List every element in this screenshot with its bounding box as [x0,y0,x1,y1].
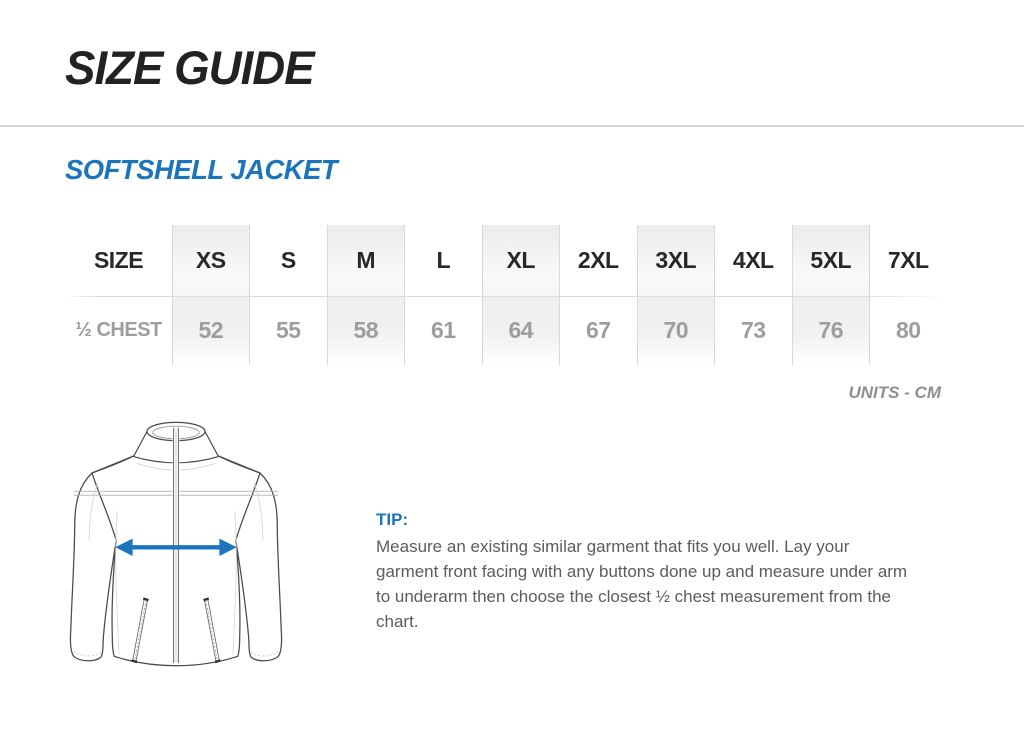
side-seams [115,511,237,655]
product-subtitle: SOFTSHELL JACKET [65,154,338,185]
chest-value-7xl: 80 [895,317,921,343]
jacket-illustration [66,410,286,700]
left-pocket-zip [131,597,149,664]
col-header-2xl: 2XL [577,247,619,273]
units-label: UNITS - CM [848,383,941,402]
col-header-m: M [327,225,405,296]
col-header-xl: XL [482,225,560,296]
col-header-3xl: 3XL [637,225,715,296]
tip-block: TIP: Measure an existing similar garment… [376,510,908,634]
chest-value-xs: 52 [172,296,250,365]
chest-width-arrow-icon [115,538,237,556]
col-header-l: L [436,247,451,273]
sleeve-seams [88,482,264,541]
size-table: SIZE XS S M L XL 2XL 3XL 4XL 5XL 7XL ½ C… [65,225,947,365]
page-title: SIZE GUIDE [65,41,315,94]
col-header-s: S [280,247,296,273]
tip-heading: TIP: [376,510,409,529]
chest-value-xl: 64 [482,296,560,365]
right-pocket-zip [203,597,221,664]
chest-value-m: 58 [327,296,405,365]
row-label-half-chest: ½ CHEST [75,319,162,341]
col-header-7xl: 7XL [887,247,929,273]
col-header-4xl: 4XL [732,247,774,273]
col-header-xs: XS [172,225,250,296]
chest-value-4xl: 73 [740,317,766,343]
col-header-5xl: 5XL [792,225,870,296]
chest-value-5xl: 76 [792,296,870,365]
horizontal-divider [0,125,1024,127]
col-header-size: SIZE [93,247,144,273]
jacket-outline-svg [69,421,283,667]
chest-value-l: 61 [430,317,456,343]
chest-value-2xl: 67 [585,317,611,343]
chest-value-s: 55 [275,317,301,343]
cuff-stitching [73,651,279,657]
tip-body-text: Measure an existing similar garment that… [376,537,908,631]
table-row-divider [65,296,947,297]
chest-value-3xl: 70 [637,296,715,365]
